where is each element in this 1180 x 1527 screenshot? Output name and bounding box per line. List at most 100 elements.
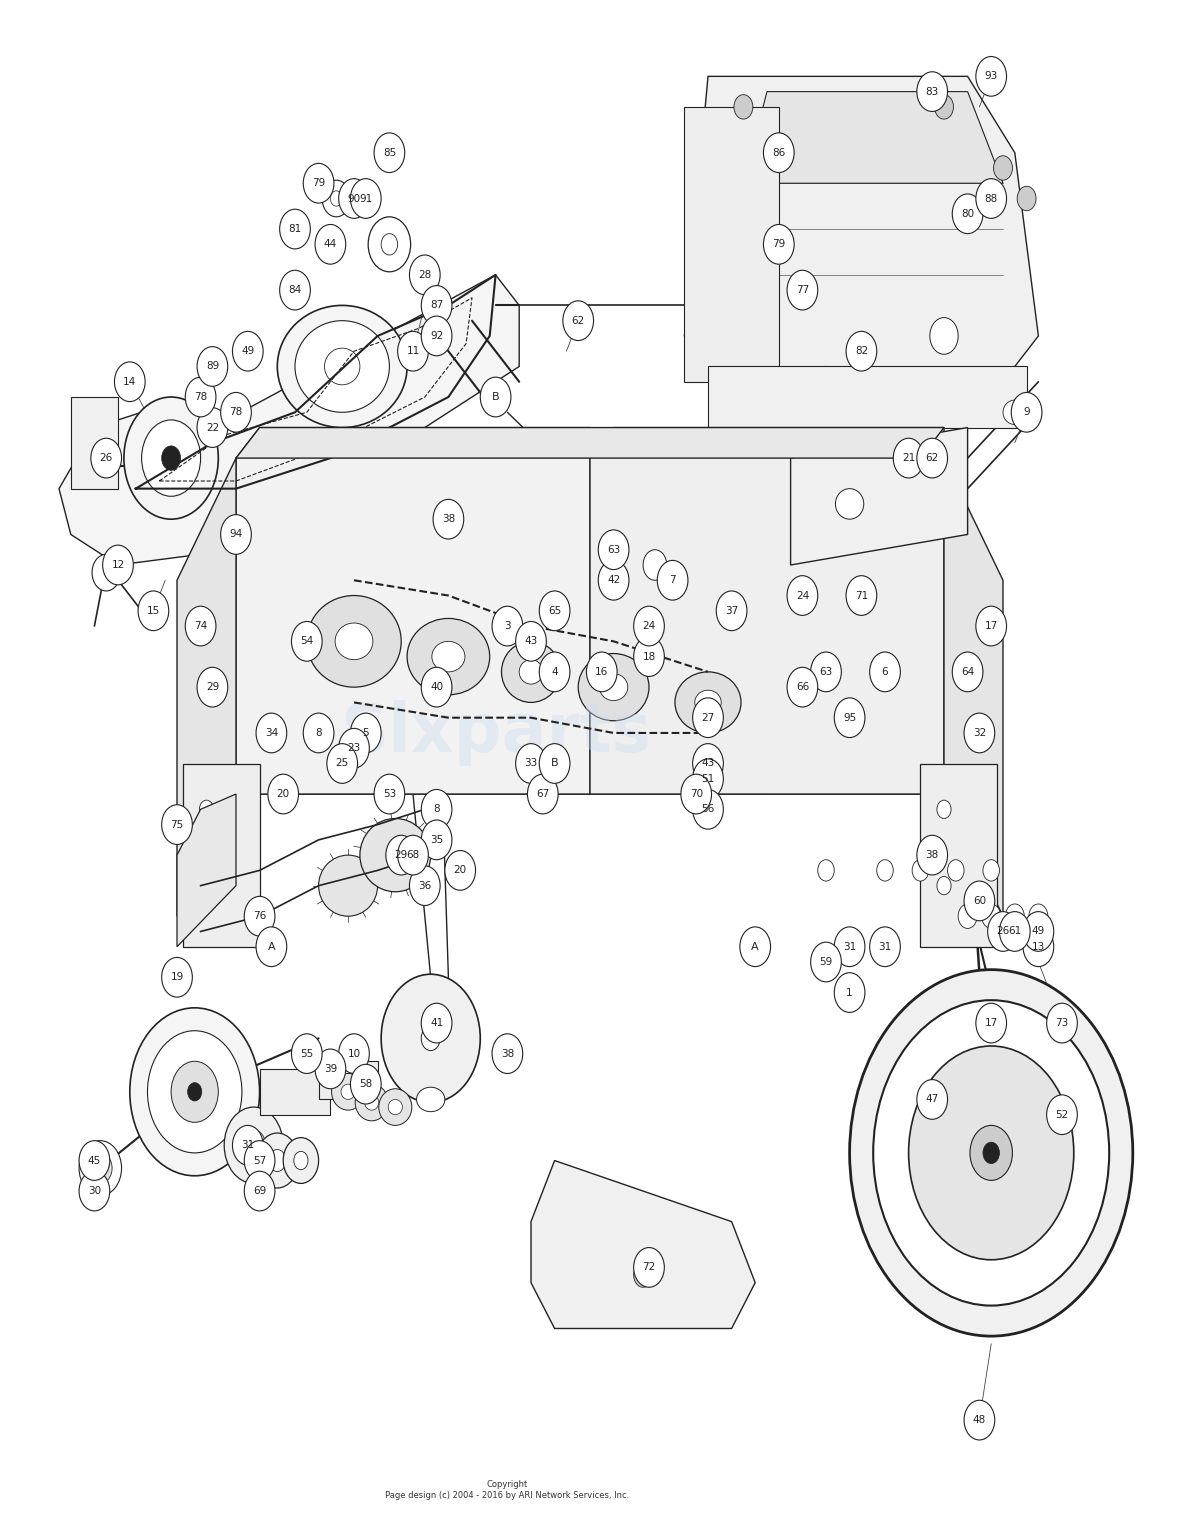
Text: 79: 79 <box>772 240 786 249</box>
Ellipse shape <box>162 446 181 470</box>
Circle shape <box>256 713 287 753</box>
Ellipse shape <box>283 1138 319 1183</box>
Circle shape <box>539 652 570 692</box>
Polygon shape <box>791 428 968 565</box>
Ellipse shape <box>818 860 834 881</box>
Ellipse shape <box>519 660 543 684</box>
Circle shape <box>964 881 995 921</box>
Text: 35: 35 <box>430 835 444 844</box>
Ellipse shape <box>994 156 1012 180</box>
Text: 31: 31 <box>843 942 857 951</box>
Circle shape <box>492 1034 523 1073</box>
Circle shape <box>952 194 983 234</box>
Text: 27: 27 <box>701 713 715 722</box>
Ellipse shape <box>643 550 667 580</box>
Circle shape <box>976 179 1007 218</box>
Ellipse shape <box>365 1095 379 1110</box>
Circle shape <box>421 667 452 707</box>
Text: 55: 55 <box>300 1049 314 1058</box>
Ellipse shape <box>937 876 951 895</box>
Ellipse shape <box>130 1008 260 1176</box>
Text: 64: 64 <box>961 667 975 676</box>
Text: 26: 26 <box>99 454 113 463</box>
Ellipse shape <box>1003 400 1027 425</box>
Text: 23: 23 <box>347 744 361 753</box>
Text: 34: 34 <box>264 728 278 738</box>
Circle shape <box>291 621 322 661</box>
Text: 93: 93 <box>984 72 998 81</box>
Ellipse shape <box>277 305 407 428</box>
Circle shape <box>716 591 747 631</box>
Circle shape <box>185 606 216 646</box>
Circle shape <box>291 1034 322 1073</box>
Circle shape <box>350 179 381 218</box>
Circle shape <box>893 438 924 478</box>
Bar <box>708 366 1027 428</box>
Text: 13: 13 <box>1031 942 1045 951</box>
Text: Copyright
Page design (c) 2004 - 2016 by ARI Network Services, Inc.: Copyright Page design (c) 2004 - 2016 by… <box>386 1480 629 1500</box>
Circle shape <box>315 1049 346 1089</box>
Bar <box>920 764 997 947</box>
Ellipse shape <box>88 1153 112 1183</box>
Circle shape <box>433 499 464 539</box>
Ellipse shape <box>912 860 929 881</box>
Text: 17: 17 <box>984 1019 998 1028</box>
Text: 63: 63 <box>819 667 833 676</box>
Bar <box>684 107 779 382</box>
Circle shape <box>693 698 723 738</box>
Text: 53: 53 <box>382 789 396 799</box>
Polygon shape <box>236 428 944 458</box>
Circle shape <box>870 927 900 967</box>
Circle shape <box>421 286 452 325</box>
Circle shape <box>185 377 216 417</box>
Ellipse shape <box>599 673 628 701</box>
Ellipse shape <box>124 397 218 519</box>
Text: B: B <box>492 392 499 402</box>
Circle shape <box>917 1080 948 1119</box>
Ellipse shape <box>877 860 893 881</box>
Ellipse shape <box>96 1162 105 1174</box>
Polygon shape <box>59 275 519 565</box>
Text: 24: 24 <box>795 591 809 600</box>
Ellipse shape <box>1029 904 1048 928</box>
Circle shape <box>339 179 369 218</box>
Circle shape <box>527 774 558 814</box>
Text: 32: 32 <box>972 728 986 738</box>
Ellipse shape <box>937 800 951 818</box>
Text: 54: 54 <box>300 637 314 646</box>
Ellipse shape <box>360 818 431 892</box>
Text: 58: 58 <box>359 1080 373 1089</box>
Circle shape <box>846 576 877 615</box>
Circle shape <box>197 408 228 447</box>
Circle shape <box>586 652 617 692</box>
Text: 20: 20 <box>276 789 290 799</box>
Ellipse shape <box>958 904 977 928</box>
Circle shape <box>1047 1003 1077 1043</box>
Text: A: A <box>268 942 275 951</box>
Text: 83: 83 <box>925 87 939 96</box>
Ellipse shape <box>695 690 721 715</box>
Circle shape <box>374 133 405 173</box>
Circle shape <box>339 728 369 768</box>
Text: 15: 15 <box>146 606 160 615</box>
Text: 3: 3 <box>504 621 511 631</box>
Circle shape <box>846 331 877 371</box>
Text: 63: 63 <box>607 545 621 554</box>
Text: 25: 25 <box>335 759 349 768</box>
Text: 21: 21 <box>902 454 916 463</box>
Circle shape <box>787 667 818 707</box>
Text: 73: 73 <box>1055 1019 1069 1028</box>
Circle shape <box>634 637 664 676</box>
Text: 41: 41 <box>430 1019 444 1028</box>
Circle shape <box>386 835 417 875</box>
Text: 20: 20 <box>453 866 467 875</box>
Ellipse shape <box>970 1125 1012 1180</box>
Circle shape <box>681 774 712 814</box>
Text: 1: 1 <box>846 988 853 997</box>
Circle shape <box>91 438 122 478</box>
Text: 36: 36 <box>418 881 432 890</box>
Circle shape <box>421 1003 452 1043</box>
Polygon shape <box>590 428 944 794</box>
Circle shape <box>327 744 358 783</box>
Ellipse shape <box>269 1150 286 1171</box>
